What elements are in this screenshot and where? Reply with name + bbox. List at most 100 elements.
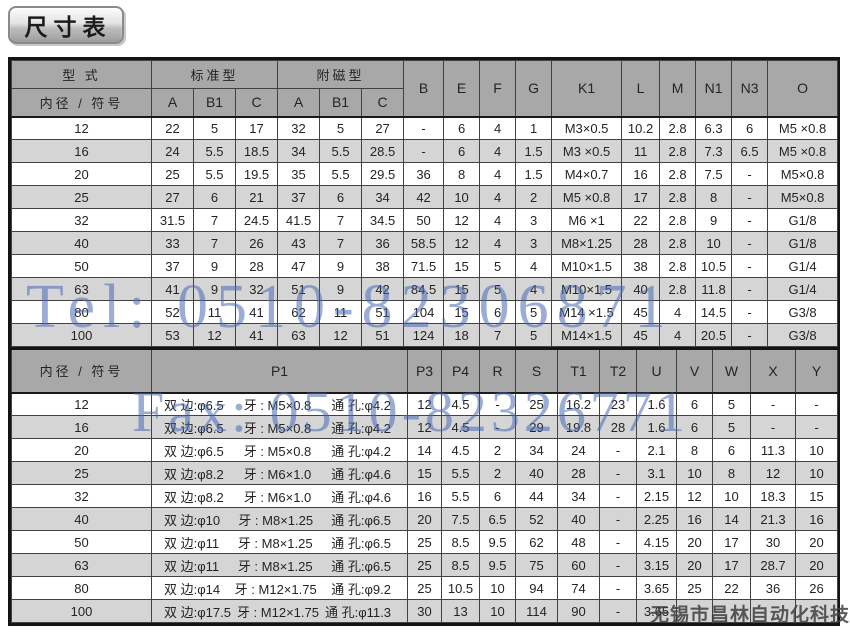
table-row: 100 53 12 41 63 12 51 124 18 7 5 M14×1.5 45 4 20.5- G3/…: [11, 323, 839, 347]
dim-cell: 17: [234, 116, 279, 140]
header-col-k1: K1: [551, 60, 623, 117]
dim-cell: 6: [731, 116, 769, 140]
header-col-t2: T2: [599, 348, 637, 393]
table-row: 50 37 9 28 47 9 38 71.5 15 5 4 M10×1.5 38 2.8 10.5- G1/…: [11, 254, 839, 278]
dim-cell: 22: [621, 208, 661, 232]
p1-segment: 双 边:φ10: [164, 512, 221, 528]
bore-cell: 80: [11, 576, 152, 600]
dim-cell: -: [750, 415, 796, 439]
bore-cell: 12: [11, 116, 152, 140]
dim-cell: 10: [479, 576, 516, 600]
dim-cell: 58.5: [403, 231, 445, 255]
dim-cell: -: [731, 277, 769, 301]
dim-cell: [676, 599, 713, 623]
dim-cell: M5×0.8: [767, 185, 839, 209]
dim-cell: 9.5: [479, 530, 516, 554]
dim-cell: 5: [479, 254, 517, 278]
dim-cell: 8: [695, 185, 733, 209]
dim-cell: 6: [443, 139, 481, 163]
dim-cell: 37: [277, 185, 321, 209]
dim-cell: 24: [557, 438, 600, 462]
dim-cell: 5: [515, 323, 553, 347]
p1-segment: 双 边:φ11: [164, 558, 220, 574]
header-col-p1: P1: [151, 348, 408, 393]
dim-cell: 52: [515, 507, 558, 531]
bore-cell: 63: [11, 277, 152, 301]
bore-cell: 12: [11, 392, 152, 416]
dim-cell: 12: [676, 484, 713, 508]
p1-segment: 牙 : M5×0.8: [243, 443, 312, 459]
dim-cell: M10×1.5: [551, 277, 623, 301]
dim-cell: 12: [443, 231, 481, 255]
dim-cell: 8: [443, 162, 481, 186]
dim-cell: 7: [193, 231, 236, 255]
dim-cell: M3×0.5: [551, 116, 623, 140]
dim-cell: 4: [659, 300, 697, 324]
p1-segment: 牙 : M5×0.8: [243, 420, 312, 436]
dim-cell: 5: [479, 277, 517, 301]
dim-cell: 41: [234, 323, 279, 347]
header-col-n3: N3: [731, 60, 769, 117]
dim-cell: 60: [557, 553, 600, 577]
dim-cell: [750, 599, 796, 623]
dim-cell: 7: [319, 231, 363, 255]
dim-cell: 10: [795, 461, 838, 485]
dim-cell: -: [599, 599, 637, 623]
dim-cell: 10: [795, 438, 838, 462]
dim-cell: 5.5: [319, 162, 363, 186]
dim-cell: -: [403, 116, 445, 140]
table-row: 16 24 5.5 18.5 34 5.5 28.5-6 4 1.5 M3 ×0.5 11 2.8 7.…: [11, 139, 839, 163]
dim-cell: 14.5: [695, 300, 733, 324]
dim-cell: 3.1: [636, 461, 677, 485]
dim-cell: 4.15: [636, 530, 677, 554]
dim-cell: -: [731, 300, 769, 324]
dim-cell: -: [731, 323, 769, 347]
dim-cell: 10.2: [621, 116, 661, 140]
dim-cell: 15: [443, 300, 481, 324]
dim-cell: 20: [676, 530, 713, 554]
dim-cell: 7: [479, 323, 517, 347]
p1-segment: 通 孔:φ4.2: [331, 397, 391, 413]
dim-cell: 25: [151, 162, 194, 186]
dim-cell: 29.5: [361, 162, 405, 186]
dim-cell: M5 ×0.8: [551, 185, 623, 209]
dim-cell: -: [599, 507, 637, 531]
dim-cell: 34: [277, 139, 321, 163]
p1-cell: 双 边:φ14 牙 : M12×1.75 通 孔:φ9.2: [151, 576, 408, 600]
dim-cell: 38: [621, 254, 661, 278]
dim-cell: 5: [515, 300, 553, 324]
header-col-t1: T1: [557, 348, 600, 393]
dim-cell: 2.8: [659, 185, 697, 209]
p1-segment: 通 孔:φ6.5: [331, 512, 391, 528]
dim-cell: 36: [403, 162, 445, 186]
header-col-m: M: [659, 60, 697, 117]
header-sub-a2: A: [277, 88, 321, 117]
dim-cell: 9: [319, 277, 363, 301]
dim-cell: -: [795, 415, 838, 439]
dim-cell: 2.8: [659, 231, 697, 255]
dim-cell: 24: [151, 139, 194, 163]
p1-segment: 牙 : M8×1.25: [237, 535, 313, 551]
header-col-o: O: [767, 60, 839, 117]
dim-cell: 22: [712, 576, 751, 600]
dim-cell: 1.5: [515, 139, 553, 163]
dim-cell: 17: [621, 185, 661, 209]
dim-cell: 48: [557, 530, 600, 554]
p1-segment: 双 边:φ17.5: [164, 604, 231, 620]
table-row: 32 31.5 7 24.5 41.5 7 34.5 50 12 4 3 M6 ×1 22 2.8 9- G1…: [11, 208, 839, 232]
dim-cell: 16: [621, 162, 661, 186]
p1-cell: 双 边:φ6.5 牙 : M5×0.8 通 孔:φ4.2: [151, 392, 408, 416]
header-sub-a1: A: [151, 88, 194, 117]
dim-cell: 10: [712, 484, 751, 508]
header-sub-c2: C: [361, 88, 405, 117]
dim-cell: 53: [151, 323, 194, 347]
header-col-b: B: [403, 60, 445, 117]
bore-cell: 16: [11, 415, 152, 439]
dim-cell: 51: [361, 300, 405, 324]
dim-cell: 1.6: [636, 392, 677, 416]
dim-cell: 11: [319, 300, 363, 324]
table-row: 12 双 边:φ6.5 牙 : M5×0.8 通 孔:φ4.2 12 4.5-25 16.2…: [11, 392, 838, 416]
bore-cell: 40: [11, 231, 152, 255]
dim-cell: 6: [443, 116, 481, 140]
dim-cell: 20.5: [695, 323, 733, 347]
